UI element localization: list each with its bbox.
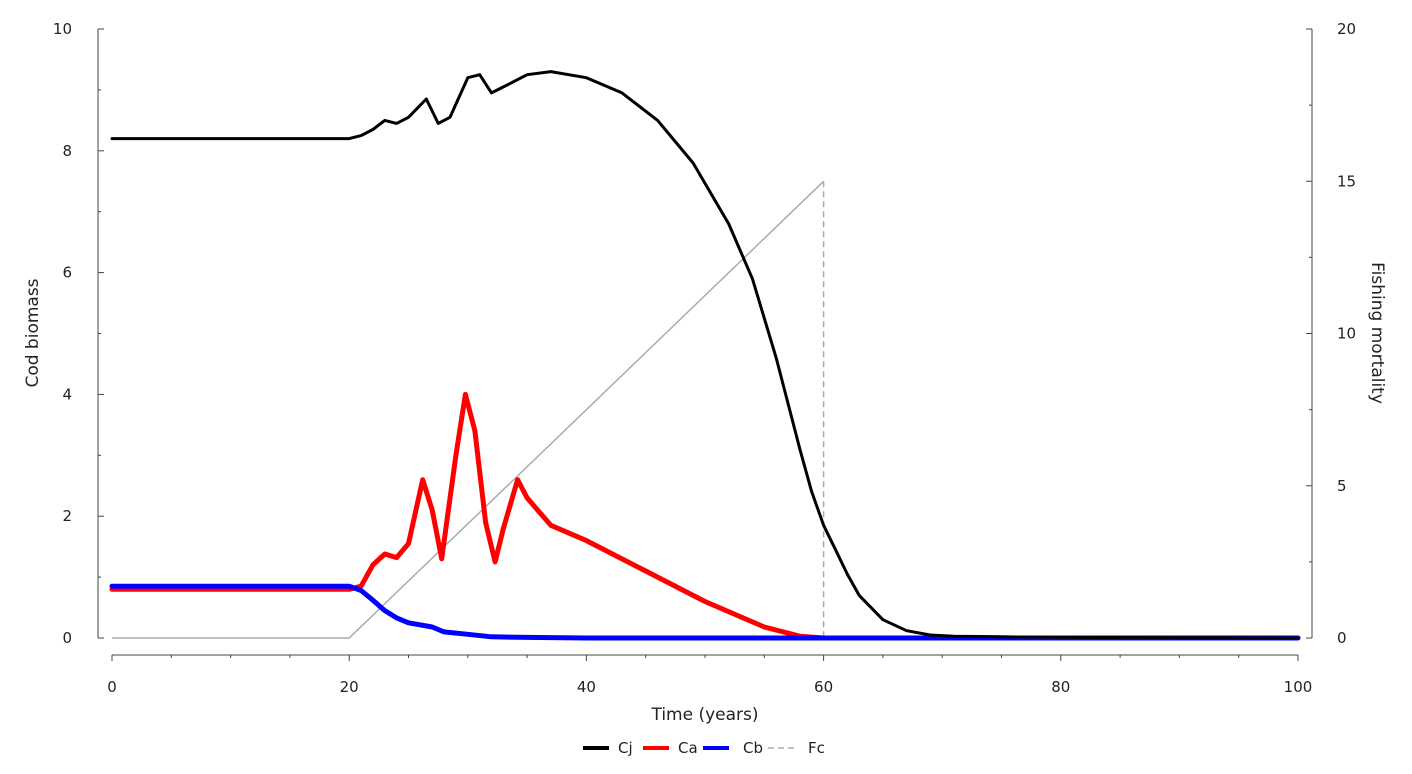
series-layer	[109, 70, 1301, 641]
y2-tick-label: 0	[1337, 629, 1347, 647]
x-tick-label: 20	[340, 678, 359, 696]
x-axis-title: Time (years)	[650, 705, 758, 725]
x-tick-label: 80	[1051, 678, 1070, 696]
series-line-cj	[110, 70, 1300, 640]
y2-tick-label: 5	[1337, 477, 1347, 495]
y2-tick-label: 10	[1337, 325, 1356, 343]
y-tick-label: 4	[62, 385, 72, 403]
legend-label-ca: Ca	[678, 739, 698, 757]
x-tick-label: 60	[814, 678, 833, 696]
x-tick-label: 40	[577, 678, 596, 696]
y-tick-label: 0	[62, 629, 72, 647]
y2-axis-title: Fishing mortality	[1367, 262, 1387, 404]
y2-tick-label: 15	[1337, 172, 1356, 190]
y-tick-label: 10	[53, 20, 72, 38]
x-tick-label: 0	[107, 678, 117, 696]
series-line-fc	[112, 180, 825, 639]
y-axis-title: Cod biomass	[23, 278, 43, 387]
legend-label-fc: Fc	[808, 739, 825, 757]
legend-label-cb: Cb	[743, 739, 763, 757]
x-tick-label: 100	[1284, 678, 1313, 696]
legend-label-cj: Cj	[618, 739, 633, 757]
y-tick-label: 2	[62, 507, 72, 525]
legend: Cj Ca Cb Fc	[583, 739, 825, 757]
y2-tick-label: 20	[1337, 20, 1356, 38]
y-tick-label: 6	[62, 264, 72, 282]
series-line-cb	[109, 583, 1301, 641]
y-tick-label: 8	[62, 142, 72, 160]
series-line-ca	[109, 391, 1301, 641]
